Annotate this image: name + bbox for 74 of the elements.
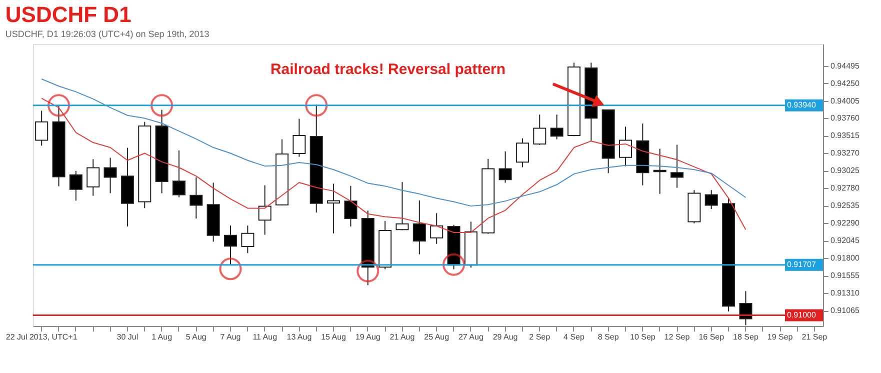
candlestick (224, 225, 238, 266)
x-tick-label: 30 Jul (116, 332, 138, 342)
candlestick (704, 190, 718, 210)
y-tick-label: 0.93270 (830, 148, 860, 158)
y-tick-label: 0.91555 (830, 271, 860, 280)
x-tick-label: 12 Sep (664, 332, 690, 342)
candlestick (430, 212, 444, 244)
x-tick-label: 19 Aug (355, 332, 380, 342)
point (150, 94, 174, 117)
candlestick (618, 126, 632, 167)
candlestick (86, 158, 100, 196)
candlestick (69, 170, 82, 201)
candlestick (35, 110, 48, 146)
x-tick-label: 8 Sep (598, 332, 620, 342)
point (48, 94, 70, 117)
chart-title: USDCHF D1 (5, 2, 132, 27)
x-tick-label: 19 Sep (767, 332, 794, 342)
candlestick (292, 118, 306, 158)
x-tick-label: 18 Sep (733, 332, 759, 342)
ref-line-label: 0.91000 (787, 310, 816, 320)
x-tick-label: 4 Sep (564, 332, 585, 342)
candlestick (327, 183, 340, 234)
x-tick-label: 25 Aug (424, 332, 450, 342)
y-tick-label: 0.91800 (830, 254, 860, 263)
candlestick (739, 290, 752, 326)
x-tick-label: 21 Sep (802, 332, 828, 342)
point (356, 260, 380, 282)
y-tick-label: 0.92045 (830, 236, 860, 246)
y-tick-label: 0.94005 (830, 96, 860, 106)
x-tick-label: 1 Aug (152, 332, 172, 342)
candlestick (104, 157, 117, 194)
y-tick-label: 0.92535 (830, 201, 860, 210)
annotation: Railroad tracks! Reversal pattern (270, 61, 506, 78)
y-tick-label: 0.94495 (830, 61, 860, 70)
y-tick-label: 0.93515 (830, 131, 860, 140)
candlestick (412, 200, 426, 255)
x-tick-label: 10 Sep (630, 332, 656, 342)
y-tick-label: 0.91065 (830, 306, 860, 316)
x-tick-label: 15 Aug (321, 332, 346, 342)
y-tick-label: 0.91310 (830, 288, 860, 298)
candlestick (241, 225, 254, 254)
y-tick-label: 0.94250 (830, 78, 860, 88)
candlestick (396, 182, 409, 231)
x-tick-label: 27 Aug (458, 332, 484, 342)
candlestick (516, 138, 529, 168)
y-tick-label: 0.92780 (830, 184, 860, 193)
x-tick-label: 29 Aug (492, 332, 518, 342)
candlestick (653, 148, 666, 194)
candlestick (190, 176, 203, 220)
line-series (41, 78, 746, 207)
y-tick-label: 0.93760 (830, 114, 860, 123)
candlestick (670, 144, 684, 188)
candlestick (533, 114, 546, 146)
point (305, 94, 328, 117)
chart-subtitle: USDCHF, D1 19:26:03 (UTC+4) on Sep 19th, 2013 (5, 29, 210, 39)
y-tick-label: 0.93025 (830, 166, 860, 176)
point (219, 258, 242, 280)
candlestick (550, 114, 564, 140)
x-tick-label: 2 Sep (529, 332, 551, 342)
candlestick (344, 185, 358, 227)
x-tick-label: 22 Jul 2013, UTC+1 (6, 332, 78, 342)
candlestick (258, 184, 272, 236)
x-tick-label: 13 Aug (286, 332, 312, 342)
x-tick-label: 11 Aug (252, 332, 278, 342)
ref-line-label: 0.93940 (787, 100, 816, 110)
x-tick-label: 7 Aug (220, 332, 241, 342)
point (442, 253, 466, 276)
y-tick-label: 0.92290 (830, 218, 860, 228)
x-tick-label: 5 Aug (186, 332, 206, 342)
x-tick-label: 16 Sep (698, 332, 725, 342)
candlestick (172, 150, 186, 198)
candlestick (498, 150, 512, 184)
ref-line-label: 0.91707 (787, 260, 816, 269)
x-tick-label: 21 Aug (390, 332, 415, 342)
